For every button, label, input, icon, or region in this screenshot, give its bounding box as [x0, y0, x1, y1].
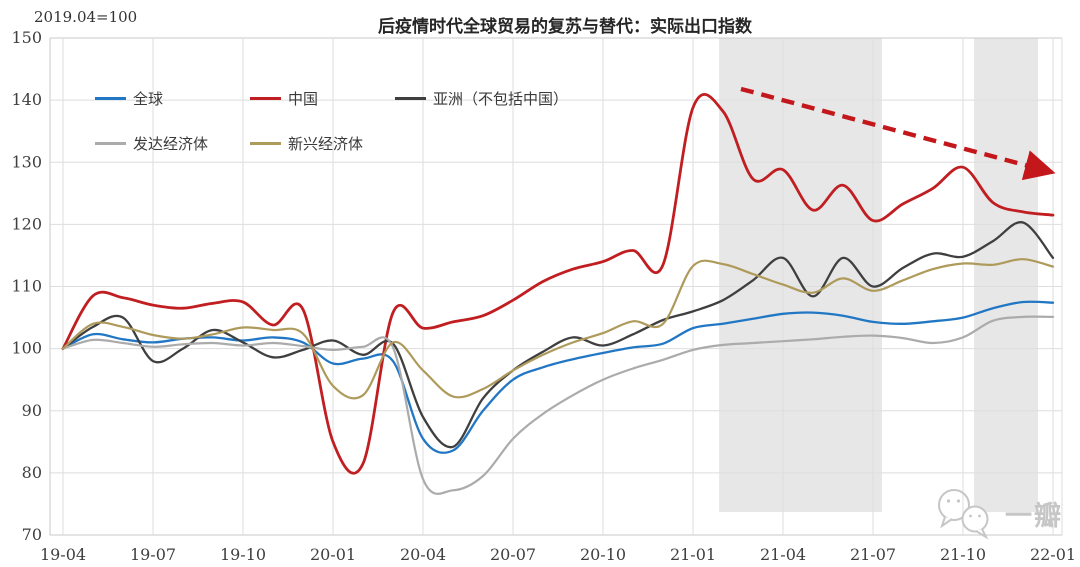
- legend-item-china: 中国: [250, 88, 318, 109]
- x-tick-22-01: 22-01: [1030, 545, 1076, 564]
- x-tick-20-04: 20-04: [400, 545, 446, 564]
- x-tick-21-07: 21-07: [850, 545, 896, 564]
- watermark: 一瓣: [933, 486, 1063, 540]
- legend-item-asia-ex-china: 亚洲（不包括中国）: [395, 88, 568, 109]
- x-tick-21-01: 21-01: [670, 545, 716, 564]
- line-developed: [61, 315, 1055, 495]
- legend-label-global: 全球: [133, 91, 164, 108]
- legend-swatch-asia-ex-china: [395, 97, 426, 100]
- chart-title: 后疫情时代全球贸易的复苏与替代：实际出口指数: [378, 17, 752, 36]
- y-tick-150: 150: [11, 28, 42, 47]
- y-tick-100: 100: [11, 339, 42, 358]
- index-note: 2019.04=100: [34, 8, 138, 26]
- shaded-band-2: [974, 38, 1038, 512]
- watermark-text: 一瓣: [1005, 500, 1063, 531]
- legend-label-emerging: 新兴经济体: [288, 136, 364, 153]
- legend-label-china: 中国: [288, 91, 319, 108]
- trend-arrow: [740, 86, 1056, 181]
- legend-swatch-developed: [95, 142, 126, 145]
- y-tick-110: 110: [11, 277, 42, 296]
- x-tick-20-10: 20-10: [580, 545, 626, 564]
- x-tick-20-01: 20-01: [310, 545, 356, 564]
- y-tick-90: 90: [22, 401, 42, 420]
- legend-item-developed: 发达经济体: [95, 133, 208, 154]
- shaded-band-1: [719, 38, 882, 512]
- legend-swatch-china: [250, 97, 281, 100]
- y-tick-120: 120: [11, 214, 42, 233]
- legend-label-developed: 发达经济体: [133, 136, 209, 153]
- x-tick-21-04: 21-04: [760, 545, 806, 564]
- line-global: [61, 300, 1055, 454]
- line-china: [61, 93, 1055, 475]
- x-tick-20-07: 20-07: [490, 545, 536, 564]
- x-tick-19-04: 19-04: [40, 545, 86, 564]
- y-tick-140: 140: [11, 90, 42, 109]
- y-tick-130: 130: [11, 152, 42, 171]
- legend-item-emerging: 新兴经济体: [250, 133, 363, 154]
- legend-swatch-emerging: [250, 142, 281, 145]
- x-tick-21-10: 21-10: [940, 545, 986, 564]
- line-asia-ex-china: [61, 221, 1055, 449]
- legend-item-global: 全球: [95, 88, 163, 109]
- y-tick-70: 70: [22, 525, 42, 544]
- legend-label-asia-ex-china: 亚洲（不包括中国）: [433, 91, 569, 108]
- line-emerging: [61, 258, 1055, 400]
- wechat-bubbles-icon: [938, 489, 989, 540]
- x-tick-19-07: 19-07: [130, 545, 176, 564]
- legend-swatch-global: [95, 97, 126, 100]
- x-tick-19-10: 19-10: [220, 545, 266, 564]
- y-tick-80: 80: [22, 463, 42, 482]
